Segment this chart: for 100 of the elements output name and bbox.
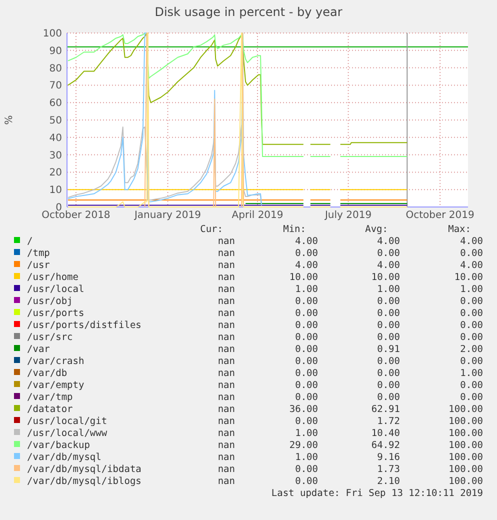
- legend-label: /usr/ports: [27, 308, 84, 319]
- y-tick-label: 60: [49, 98, 62, 110]
- text: 0.00: [460, 392, 484, 403]
- legend-label: /: [27, 236, 33, 247]
- text: 4.00: [460, 236, 484, 247]
- text: 1.00: [460, 284, 484, 295]
- text: 0.00: [377, 332, 400, 343]
- legend-label: /var/tmp: [27, 392, 74, 403]
- x-tick-label: October 2019: [406, 210, 474, 221]
- text: 100.00: [448, 440, 484, 451]
- y-tick-label: 80: [49, 63, 62, 74]
- text: 1.00: [295, 452, 318, 463]
- legend-label: /var/db/mysql/iblogs: [27, 476, 142, 487]
- text: 4.00: [377, 236, 400, 247]
- text: nan: [218, 296, 235, 307]
- legend-label: /usr/local: [27, 284, 84, 295]
- y-tick-label: 100: [42, 28, 62, 40]
- text: nan: [218, 416, 235, 427]
- text: 62.91: [371, 404, 400, 415]
- y-tick-label: 90: [49, 46, 62, 57]
- text: 0.00: [295, 320, 318, 331]
- text: nan: [218, 380, 235, 391]
- y-tick-label: 50: [49, 116, 62, 126]
- text: nan: [218, 284, 235, 295]
- legend-label: /tmp: [27, 248, 50, 259]
- text: nan: [218, 452, 235, 463]
- y-tick-label: 20: [49, 168, 62, 179]
- x-tick-label: April 2019: [232, 210, 284, 221]
- text: 0.00: [377, 380, 400, 391]
- y-tick-label: 30: [49, 150, 62, 162]
- text: nan: [218, 236, 235, 247]
- text: nan: [218, 308, 235, 319]
- text: 1.00: [295, 428, 318, 439]
- text: nan: [218, 248, 235, 259]
- text: 100.00: [448, 428, 484, 439]
- x-tick-label: January 2019: [133, 210, 202, 221]
- text: 0.00: [460, 332, 484, 343]
- text: 4.00: [460, 260, 484, 271]
- text: nan: [218, 464, 235, 475]
- text: Min:: [283, 224, 306, 235]
- legend-label: /usr/obj: [27, 296, 73, 307]
- text: 0.00: [295, 392, 318, 403]
- text: 0.00: [377, 356, 400, 367]
- legend-label: /var: [27, 344, 50, 355]
- text: 4.00: [295, 260, 318, 271]
- text: 0.00: [460, 380, 484, 391]
- y-axis-title: %: [4, 115, 15, 125]
- text: 1.00: [377, 284, 400, 295]
- text: 0.00: [377, 296, 400, 307]
- text: 4.00: [377, 260, 400, 271]
- legend-label: /usr/local/git: [27, 416, 108, 427]
- text: Last update: Fri Sep 13 12:10:11 2019: [271, 488, 484, 499]
- text: 0.00: [460, 296, 484, 307]
- text: 0.00: [377, 392, 400, 403]
- text: 0.00: [295, 416, 318, 427]
- text: 4.00: [295, 236, 318, 247]
- text: 1.00: [460, 368, 484, 379]
- text: nan: [218, 392, 235, 403]
- text: 100.00: [448, 464, 484, 475]
- text: 100.00: [448, 404, 484, 415]
- text: nan: [218, 272, 235, 283]
- text: 64.92: [371, 440, 400, 451]
- text: 0.00: [460, 308, 484, 319]
- text: 0.00: [295, 464, 318, 475]
- y-tick-label: 10: [49, 185, 62, 196]
- text: 29.00: [289, 440, 318, 451]
- text: 100.00: [448, 416, 484, 427]
- text: 0.00: [295, 332, 318, 343]
- legend-label: /usr/home: [27, 272, 79, 283]
- text: nan: [218, 332, 235, 343]
- text: nan: [218, 476, 235, 487]
- text: 2.00: [460, 344, 484, 355]
- text: 0.00: [295, 356, 318, 367]
- text: nan: [218, 440, 235, 451]
- text: 0.00: [295, 308, 318, 319]
- legend-label: /var/db/mysql/ibdata: [27, 464, 142, 475]
- text: 10.00: [289, 272, 318, 283]
- legend-label: /var/empty: [27, 380, 84, 391]
- legend-label: /usr/ports/distfiles: [27, 320, 142, 331]
- text: Avg:: [365, 224, 388, 235]
- text: 9.16: [377, 452, 400, 463]
- text: 10.00: [454, 272, 484, 283]
- text: 10.00: [371, 272, 400, 283]
- text: nan: [218, 356, 235, 367]
- text: Max:: [448, 224, 471, 235]
- text: 100.00: [448, 452, 484, 463]
- legend-label: /usr/src: [27, 332, 73, 343]
- y-tick-label: 70: [49, 80, 62, 92]
- text: 2.10: [377, 476, 400, 487]
- legend-label: /var/db/mysql: [27, 452, 102, 463]
- text: 0.00: [295, 296, 318, 307]
- legend-label: /var/crash: [27, 356, 84, 367]
- text: 0.00: [377, 368, 400, 379]
- legend-label: /var/db: [27, 368, 68, 379]
- text: nan: [218, 404, 235, 415]
- text: 0.00: [295, 476, 318, 487]
- legend-label: /usr/local/www: [27, 428, 108, 439]
- x-tick-label: October 2018: [42, 210, 110, 221]
- text: 0.00: [377, 320, 400, 331]
- text: 100.00: [448, 476, 484, 487]
